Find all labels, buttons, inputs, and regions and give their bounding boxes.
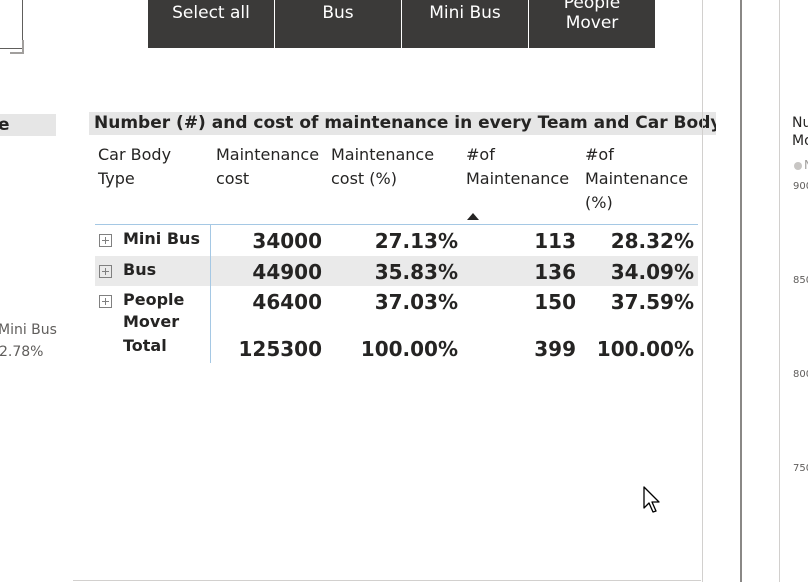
column-header-car-body-type[interactable]: Car Body Type bbox=[98, 145, 172, 188]
cell-maintenance-cost: 44900 bbox=[252, 260, 322, 284]
cell-maintenance-cost-pct: 27.13% bbox=[374, 229, 458, 253]
axis-tick: 850 bbox=[793, 275, 808, 286]
column-separator bbox=[210, 225, 211, 363]
total-maintenance-cost-pct: 100.00% bbox=[360, 337, 458, 361]
visual-border bbox=[702, 0, 703, 582]
column-header-maintenance-cost[interactable]: Maintenance cost bbox=[216, 145, 320, 188]
right-visual-title: Nu Mo bbox=[792, 115, 808, 149]
total-maintenance-count-pct: 100.00% bbox=[596, 337, 694, 361]
header-divider bbox=[95, 224, 698, 225]
cell-maintenance-count-pct: 34.09% bbox=[610, 260, 694, 284]
table-row-label: People Mover bbox=[123, 290, 185, 331]
slicer-button-label: Select all bbox=[172, 3, 250, 23]
left-legend-value: 2.78% bbox=[0, 344, 44, 360]
total-row-label: Total bbox=[123, 336, 167, 355]
slicer-button-label: People Mover bbox=[563, 0, 621, 33]
axis-tick: 800 bbox=[793, 369, 808, 380]
cell-maintenance-count: 136 bbox=[534, 260, 576, 284]
total-maintenance-count: 399 bbox=[534, 337, 576, 361]
legend-dot-icon bbox=[794, 162, 802, 170]
column-header-maintenance-cost-pct[interactable]: Maintenance cost (%) bbox=[331, 145, 435, 188]
left-legend-label: Mini Bus bbox=[0, 322, 57, 338]
mouse-cursor-icon bbox=[643, 486, 660, 513]
left-visual-frame bbox=[0, 0, 23, 49]
expand-icon[interactable] bbox=[99, 295, 112, 308]
column-header-maintenance-count[interactable]: #of Maintenance bbox=[466, 145, 570, 188]
slicer-button-label: Mini Bus bbox=[429, 3, 501, 23]
cell-maintenance-count-pct: 28.32% bbox=[610, 229, 694, 253]
axis-tick: 750 bbox=[793, 463, 808, 474]
column-header-maintenance-count-pct[interactable]: #of Maintenance (%) bbox=[585, 145, 689, 212]
slicer-button-label: Bus bbox=[322, 3, 354, 23]
cell-maintenance-cost: 46400 bbox=[252, 290, 322, 314]
cell-maintenance-count: 150 bbox=[534, 290, 576, 314]
expand-icon[interactable] bbox=[99, 265, 112, 278]
table-title: Number (#) and cost of maintenance in ev… bbox=[89, 112, 716, 135]
slicer-button-bus[interactable]: Bus bbox=[275, 0, 401, 48]
slicer-button-select-all[interactable]: Select all bbox=[148, 0, 274, 48]
page-divider[interactable] bbox=[740, 0, 742, 582]
cell-maintenance-count: 113 bbox=[534, 229, 576, 253]
cell-maintenance-cost-pct: 37.03% bbox=[374, 290, 458, 314]
resize-handle-icon[interactable] bbox=[10, 40, 24, 54]
row-band bbox=[95, 256, 698, 286]
slicer-button-mini-bus[interactable]: Mini Bus bbox=[402, 0, 528, 48]
right-legend-label: N bbox=[804, 158, 808, 172]
sort-ascending-icon bbox=[467, 213, 479, 220]
canvas-bottom-edge bbox=[73, 580, 701, 581]
expand-icon[interactable] bbox=[99, 234, 112, 247]
visual-border bbox=[779, 0, 780, 582]
axis-tick: 900 bbox=[793, 181, 808, 192]
slicer-button-people-mover[interactable]: People Mover bbox=[529, 0, 655, 48]
table-row-label: Mini Bus bbox=[123, 229, 200, 248]
cell-maintenance-count-pct: 37.59% bbox=[610, 290, 694, 314]
table-row-label: Bus bbox=[123, 260, 157, 279]
cell-maintenance-cost: 34000 bbox=[252, 229, 322, 253]
cell-maintenance-cost-pct: 35.83% bbox=[374, 260, 458, 284]
total-maintenance-cost: 125300 bbox=[238, 337, 323, 361]
left-visual-title: e bbox=[0, 114, 56, 136]
